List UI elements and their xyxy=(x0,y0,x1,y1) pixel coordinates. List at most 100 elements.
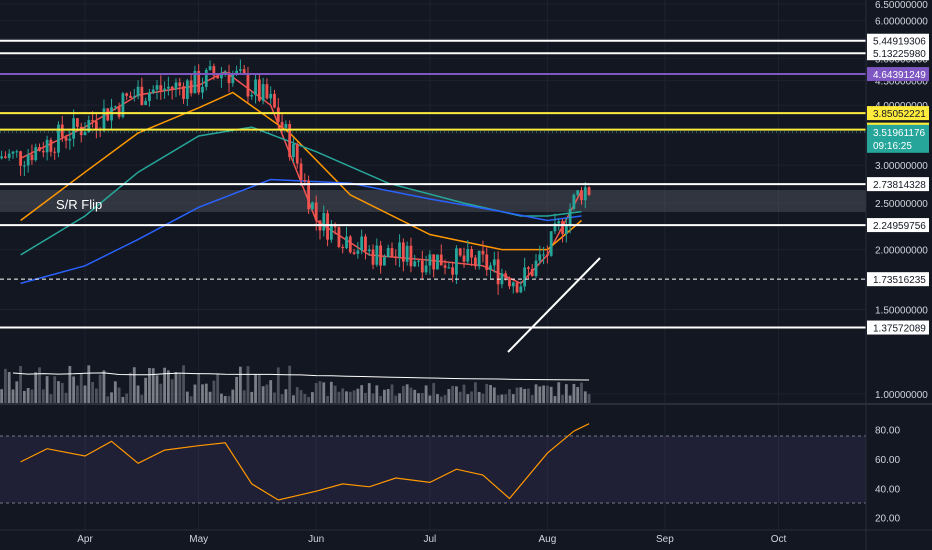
candle-body xyxy=(163,88,166,91)
candle-body xyxy=(72,118,76,139)
volume-bar xyxy=(473,382,477,403)
volume-bar xyxy=(242,390,246,403)
volume-bar xyxy=(76,385,79,403)
volume-bar xyxy=(238,366,242,403)
time-axis[interactable]: Apr May Jun Jul Aug Sep Oct xyxy=(77,534,786,545)
volume-bar xyxy=(254,374,257,403)
candle-body xyxy=(394,256,398,258)
price-tick-label: 4.50000000 xyxy=(875,77,928,88)
volume-bar xyxy=(458,391,462,403)
price-tick-label: 2.50000000 xyxy=(875,199,928,210)
candle-body xyxy=(246,74,250,97)
candle-body xyxy=(375,245,379,265)
countdown-label: 09:16:25 xyxy=(873,141,912,152)
volume-bar xyxy=(79,373,83,403)
volume-bar xyxy=(576,387,580,403)
candle-body xyxy=(64,137,68,141)
volume-bar xyxy=(375,385,379,403)
candle-body xyxy=(428,254,432,266)
volume-bar xyxy=(273,392,276,403)
volume-bar xyxy=(98,374,102,403)
candle-body xyxy=(326,213,329,240)
volume-bar xyxy=(144,377,148,403)
candle-body xyxy=(379,245,383,266)
candle-body xyxy=(182,86,185,99)
candle-body xyxy=(348,236,352,253)
candle-body xyxy=(401,242,405,262)
volume-bar xyxy=(496,395,500,403)
volume-bar xyxy=(151,368,155,403)
volume-bar xyxy=(227,396,231,403)
volume-bar xyxy=(197,373,201,403)
volume-bar xyxy=(269,380,273,403)
candle-body xyxy=(447,267,451,269)
candle-body xyxy=(53,151,57,153)
volume-bar xyxy=(303,394,307,403)
volume-bar xyxy=(500,394,504,403)
horizontal-levels[interactable] xyxy=(0,39,866,329)
candle-body xyxy=(542,254,545,256)
volume-bar xyxy=(265,384,269,403)
time-tick-label: Aug xyxy=(538,534,556,545)
rsi-indicator xyxy=(20,423,590,501)
volume-bar xyxy=(329,381,333,403)
candle-body xyxy=(57,124,60,153)
level-badge xyxy=(867,320,929,335)
time-tick-label: Sep xyxy=(656,534,674,545)
candle-body xyxy=(295,143,299,164)
volume-bar xyxy=(561,394,564,403)
volume-bar xyxy=(22,390,26,403)
volume-bar xyxy=(314,383,318,403)
candle-body xyxy=(155,85,159,90)
volume-bar xyxy=(83,385,87,403)
volume-bar xyxy=(280,394,284,403)
volume-bar xyxy=(390,384,394,403)
candle-body xyxy=(261,84,265,101)
candle-body xyxy=(60,124,64,138)
candle-body xyxy=(371,249,375,265)
volume-bar xyxy=(68,366,72,403)
volume-bar xyxy=(170,379,174,403)
volume-bar xyxy=(94,388,98,403)
volume-bar xyxy=(49,394,53,403)
volume-bar xyxy=(519,387,523,403)
volume-bar xyxy=(322,382,326,403)
volume-bar xyxy=(432,383,436,403)
volume-bar xyxy=(436,394,439,403)
candle-body xyxy=(136,86,140,97)
volume-bar xyxy=(257,374,261,403)
candle-body xyxy=(235,70,238,74)
candle-body xyxy=(436,254,439,270)
volume-bar xyxy=(231,389,235,403)
volume-bar xyxy=(284,389,288,403)
candle-body xyxy=(299,163,303,181)
candle-body xyxy=(383,257,386,266)
volume-bar xyxy=(398,393,401,403)
volume-bar xyxy=(110,392,113,403)
candle-body xyxy=(307,180,311,210)
candle-body xyxy=(545,254,549,256)
candle-body xyxy=(41,150,45,153)
candle-body xyxy=(356,250,360,254)
time-tick-label: Jul xyxy=(423,534,436,545)
candle-body xyxy=(208,66,212,70)
volume-bar xyxy=(549,386,553,403)
volume-bar xyxy=(174,371,178,403)
volume-bar xyxy=(159,383,163,403)
candle-body xyxy=(87,120,91,132)
candle-body xyxy=(273,93,276,108)
volume-bar xyxy=(420,393,424,403)
candle-body xyxy=(311,202,314,210)
candle-body xyxy=(238,69,242,71)
volume-bar xyxy=(19,365,22,403)
candle-body xyxy=(519,286,523,293)
candle-body xyxy=(337,227,341,247)
candle-body xyxy=(341,246,345,249)
candle-body xyxy=(223,72,227,74)
trendline[interactable] xyxy=(507,257,601,353)
candle-body xyxy=(386,248,390,258)
candle-body xyxy=(583,187,587,201)
volume-bar xyxy=(515,387,519,403)
volume-bar xyxy=(148,368,151,403)
